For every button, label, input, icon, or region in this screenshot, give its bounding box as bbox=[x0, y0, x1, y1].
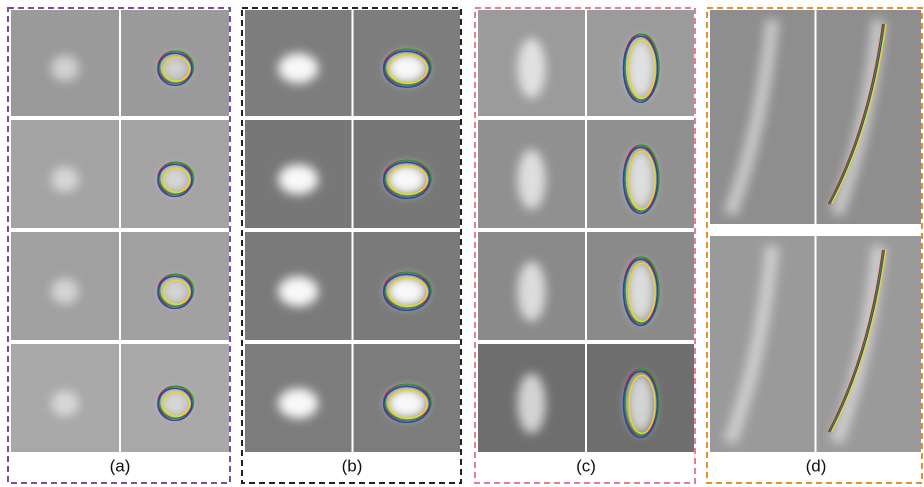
caption: (a) bbox=[110, 456, 131, 475]
lesion bbox=[51, 55, 79, 81]
lesion bbox=[278, 53, 318, 83]
lesion bbox=[387, 388, 427, 418]
lesion bbox=[387, 53, 427, 83]
caption: (b) bbox=[342, 456, 363, 475]
lesion bbox=[387, 164, 427, 194]
lesion bbox=[518, 261, 546, 321]
lesion bbox=[518, 373, 546, 433]
lesion bbox=[51, 278, 79, 304]
lesion bbox=[278, 388, 318, 418]
lesion bbox=[518, 149, 546, 209]
lesion bbox=[51, 166, 79, 192]
lesion bbox=[278, 276, 318, 306]
lesion bbox=[51, 390, 79, 416]
caption: (c) bbox=[576, 456, 596, 475]
lesion bbox=[387, 276, 427, 306]
lesion bbox=[518, 38, 546, 98]
figure: (a) (b) (c) (d) bbox=[0, 0, 924, 487]
caption: (d) bbox=[806, 456, 827, 475]
lesion bbox=[278, 164, 318, 194]
